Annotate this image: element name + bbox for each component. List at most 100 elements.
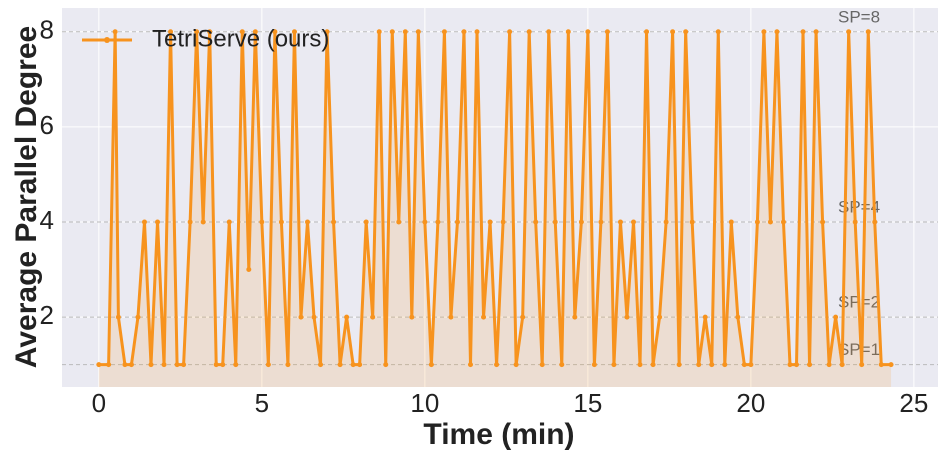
data-point — [794, 362, 800, 368]
data-point — [311, 314, 317, 320]
y-tick-label: 2 — [40, 300, 54, 330]
y-tick-label: 8 — [40, 15, 54, 45]
data-point — [833, 314, 839, 320]
data-point — [304, 219, 310, 225]
reference-label: SP=8 — [838, 7, 880, 26]
data-point — [181, 362, 187, 368]
data-point — [520, 314, 526, 320]
data-point — [565, 29, 571, 35]
data-point — [481, 314, 487, 320]
data-point — [767, 219, 773, 225]
data-point — [233, 362, 239, 368]
data-point — [448, 314, 454, 320]
data-point — [148, 362, 154, 368]
data-point — [291, 29, 297, 35]
data-point — [878, 362, 884, 368]
data-point — [494, 362, 500, 368]
x-tick-label: 0 — [92, 388, 106, 418]
data-point — [428, 362, 434, 368]
area-fill — [98, 31, 892, 387]
data-point — [370, 314, 376, 320]
data-point — [265, 362, 271, 368]
data-point — [631, 219, 637, 225]
data-point — [487, 219, 493, 225]
x-tick-label: 25 — [899, 388, 928, 418]
data-point — [846, 29, 852, 35]
data-point — [624, 314, 630, 320]
data-point — [396, 219, 402, 225]
data-point — [644, 29, 650, 35]
data-point — [591, 362, 597, 368]
data-point — [572, 314, 578, 320]
data-point — [112, 29, 118, 35]
data-point — [683, 29, 689, 35]
data-point — [670, 29, 676, 35]
data-point — [155, 219, 161, 225]
x-tick-label: 15 — [573, 388, 602, 418]
data-point — [200, 219, 206, 225]
reference-label: SP=1 — [838, 340, 880, 359]
data-point — [748, 362, 754, 368]
x-tick-label: 20 — [736, 388, 765, 418]
x-tick-label: 5 — [255, 388, 269, 418]
data-point — [220, 362, 226, 368]
data-point — [324, 29, 330, 35]
data-point — [715, 29, 721, 35]
data-point — [259, 219, 265, 225]
data-point — [689, 219, 695, 225]
data-point — [415, 29, 421, 35]
data-point — [820, 219, 826, 225]
data-point — [474, 29, 480, 35]
legend-marker — [104, 37, 110, 43]
data-point — [376, 29, 382, 35]
data-point — [650, 362, 656, 368]
data-point — [702, 314, 708, 320]
data-point — [598, 219, 604, 225]
data-point — [500, 219, 506, 225]
data-point — [128, 362, 134, 368]
data-point — [709, 362, 715, 368]
data-point — [578, 219, 584, 225]
data-point — [807, 362, 813, 368]
data-point — [454, 219, 460, 225]
data-point — [839, 362, 845, 368]
data-point — [96, 362, 102, 368]
data-point — [617, 219, 623, 225]
data-point — [272, 29, 278, 35]
data-point — [722, 362, 728, 368]
data-point — [774, 29, 780, 35]
data-point — [422, 219, 428, 225]
data-point — [135, 314, 141, 320]
data-point — [252, 29, 258, 35]
data-point — [552, 219, 558, 225]
data-point — [813, 29, 819, 35]
data-point — [559, 362, 565, 368]
data-point — [826, 362, 832, 368]
series-line — [98, 30, 892, 367]
data-point — [174, 362, 180, 368]
data-point — [298, 314, 304, 320]
data-point — [363, 219, 369, 225]
data-point — [357, 362, 363, 368]
data-point — [194, 29, 200, 35]
data-point — [507, 29, 513, 35]
data-point — [106, 362, 112, 368]
data-point — [676, 362, 682, 368]
data-point — [800, 29, 806, 35]
data-point — [696, 362, 702, 368]
data-point — [331, 219, 337, 225]
data-point — [350, 362, 356, 368]
data-point — [278, 219, 284, 225]
data-point — [663, 219, 669, 225]
data-point — [513, 362, 519, 368]
data-point — [865, 29, 871, 35]
data-point — [533, 219, 539, 225]
data-point — [337, 362, 343, 368]
data-point — [741, 362, 747, 368]
data-point — [161, 362, 167, 368]
data-point — [611, 362, 617, 368]
x-axis-label: Time (min) — [423, 418, 574, 451]
data-point — [187, 219, 193, 225]
data-point — [461, 29, 467, 35]
data-point — [539, 362, 545, 368]
